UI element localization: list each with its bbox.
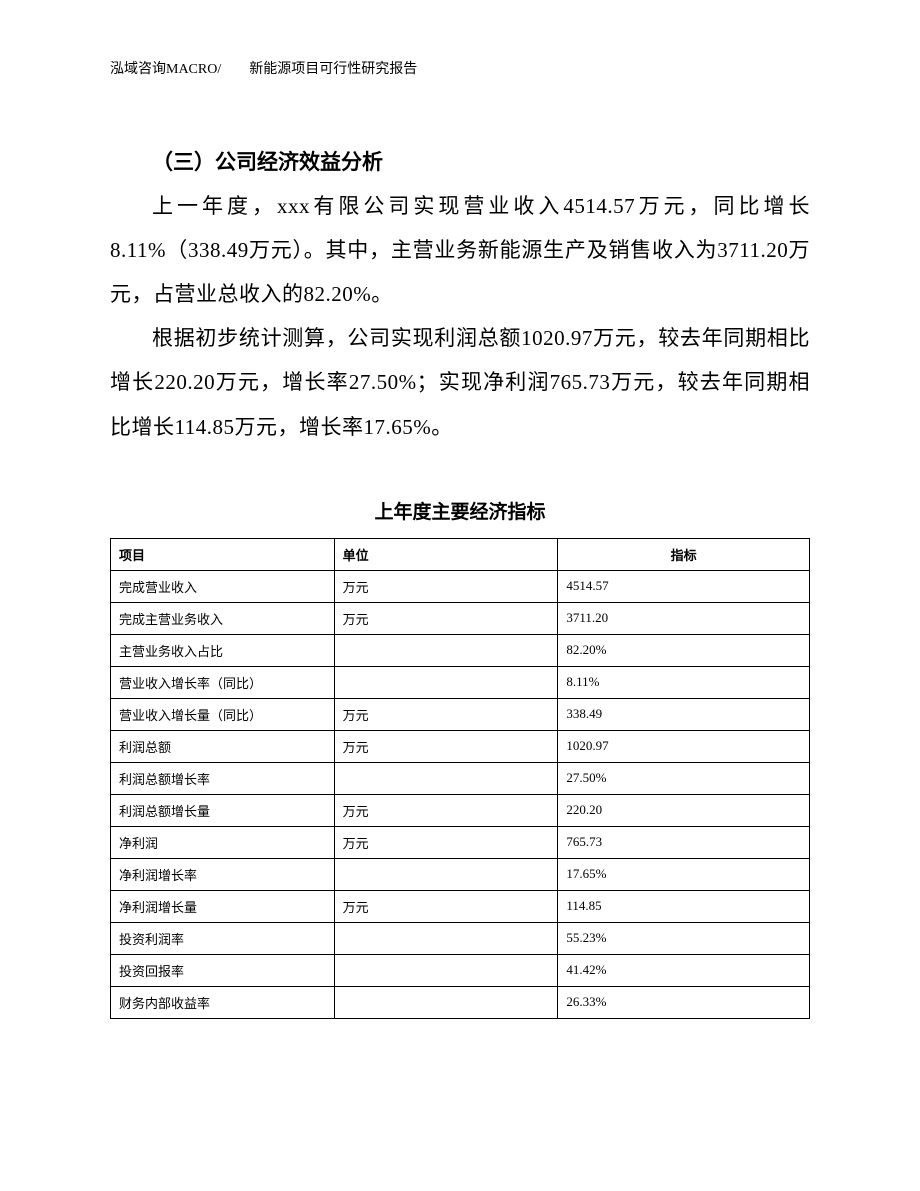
cell-unit: 万元 xyxy=(334,890,558,922)
cell-unit: 万元 xyxy=(334,794,558,826)
cell-unit xyxy=(334,858,558,890)
cell-item: 投资利润率 xyxy=(111,922,335,954)
table-row: 完成营业收入 万元 4514.57 xyxy=(111,570,810,602)
cell-indicator: 765.73 xyxy=(558,826,810,858)
cell-indicator: 1020.97 xyxy=(558,730,810,762)
cell-indicator: 26.33% xyxy=(558,986,810,1018)
cell-indicator: 8.11% xyxy=(558,666,810,698)
cell-indicator: 27.50% xyxy=(558,762,810,794)
cell-unit xyxy=(334,986,558,1018)
header-text: 泓域咨询MACRO/ 新能源项目可行性研究报告 xyxy=(110,62,417,77)
body-paragraph-2: 根据初步统计测算，公司实现利润总额1020.97万元，较去年同期相比增长220.… xyxy=(110,316,810,448)
cell-item: 净利润 xyxy=(111,826,335,858)
table-row: 净利润 万元 765.73 xyxy=(111,826,810,858)
cell-item: 主营业务收入占比 xyxy=(111,634,335,666)
table-row: 利润总额增长率 27.50% xyxy=(111,762,810,794)
table-header-row: 项目 单位 指标 xyxy=(111,538,810,570)
cell-item: 完成营业收入 xyxy=(111,570,335,602)
cell-indicator: 3711.20 xyxy=(558,602,810,634)
table-row: 营业收入增长量（同比） 万元 338.49 xyxy=(111,698,810,730)
section-heading: （三）公司经济效益分析 xyxy=(110,140,810,184)
cell-indicator: 82.20% xyxy=(558,634,810,666)
col-header-unit: 单位 xyxy=(334,538,558,570)
col-header-indicator: 指标 xyxy=(558,538,810,570)
cell-indicator: 55.23% xyxy=(558,922,810,954)
cell-item: 营业收入增长量（同比） xyxy=(111,698,335,730)
content-area: （三）公司经济效益分析 上一年度，xxx有限公司实现营业收入4514.57万元，… xyxy=(110,140,810,1019)
cell-indicator: 114.85 xyxy=(558,890,810,922)
cell-item: 利润总额增长率 xyxy=(111,762,335,794)
table-row: 投资回报率 41.42% xyxy=(111,954,810,986)
cell-item: 投资回报率 xyxy=(111,954,335,986)
table-row: 净利润增长量 万元 114.85 xyxy=(111,890,810,922)
cell-indicator: 220.20 xyxy=(558,794,810,826)
cell-item: 营业收入增长率（同比） xyxy=(111,666,335,698)
cell-unit xyxy=(334,922,558,954)
cell-unit: 万元 xyxy=(334,698,558,730)
col-header-item: 项目 xyxy=(111,538,335,570)
cell-unit: 万元 xyxy=(334,730,558,762)
cell-item: 利润总额增长量 xyxy=(111,794,335,826)
cell-unit: 万元 xyxy=(334,602,558,634)
cell-unit xyxy=(334,634,558,666)
table-row: 财务内部收益率 26.33% xyxy=(111,986,810,1018)
table-row: 利润总额 万元 1020.97 xyxy=(111,730,810,762)
cell-unit: 万元 xyxy=(334,826,558,858)
cell-unit xyxy=(334,666,558,698)
body-paragraph-1: 上一年度，xxx有限公司实现营业收入4514.57万元，同比增长8.11%（33… xyxy=(110,184,810,316)
table-row: 利润总额增长量 万元 220.20 xyxy=(111,794,810,826)
cell-item: 净利润增长率 xyxy=(111,858,335,890)
table-row: 净利润增长率 17.65% xyxy=(111,858,810,890)
cell-indicator: 17.65% xyxy=(558,858,810,890)
cell-indicator: 4514.57 xyxy=(558,570,810,602)
table-row: 营业收入增长率（同比） 8.11% xyxy=(111,666,810,698)
cell-item: 财务内部收益率 xyxy=(111,986,335,1018)
cell-indicator: 338.49 xyxy=(558,698,810,730)
cell-unit xyxy=(334,762,558,794)
economic-indicators-table: 项目 单位 指标 完成营业收入 万元 4514.57 完成主营业务收入 万元 3… xyxy=(110,538,810,1019)
cell-unit: 万元 xyxy=(334,570,558,602)
cell-item: 净利润增长量 xyxy=(111,890,335,922)
table-body: 完成营业收入 万元 4514.57 完成主营业务收入 万元 3711.20 主营… xyxy=(111,570,810,1018)
table-title: 上年度主要经济指标 xyxy=(110,497,810,524)
page-header: 泓域咨询MACRO/ 新能源项目可行性研究报告 xyxy=(110,58,417,78)
cell-item: 利润总额 xyxy=(111,730,335,762)
table-row: 主营业务收入占比 82.20% xyxy=(111,634,810,666)
cell-item: 完成主营业务收入 xyxy=(111,602,335,634)
cell-unit xyxy=(334,954,558,986)
table-row: 投资利润率 55.23% xyxy=(111,922,810,954)
table-row: 完成主营业务收入 万元 3711.20 xyxy=(111,602,810,634)
cell-indicator: 41.42% xyxy=(558,954,810,986)
